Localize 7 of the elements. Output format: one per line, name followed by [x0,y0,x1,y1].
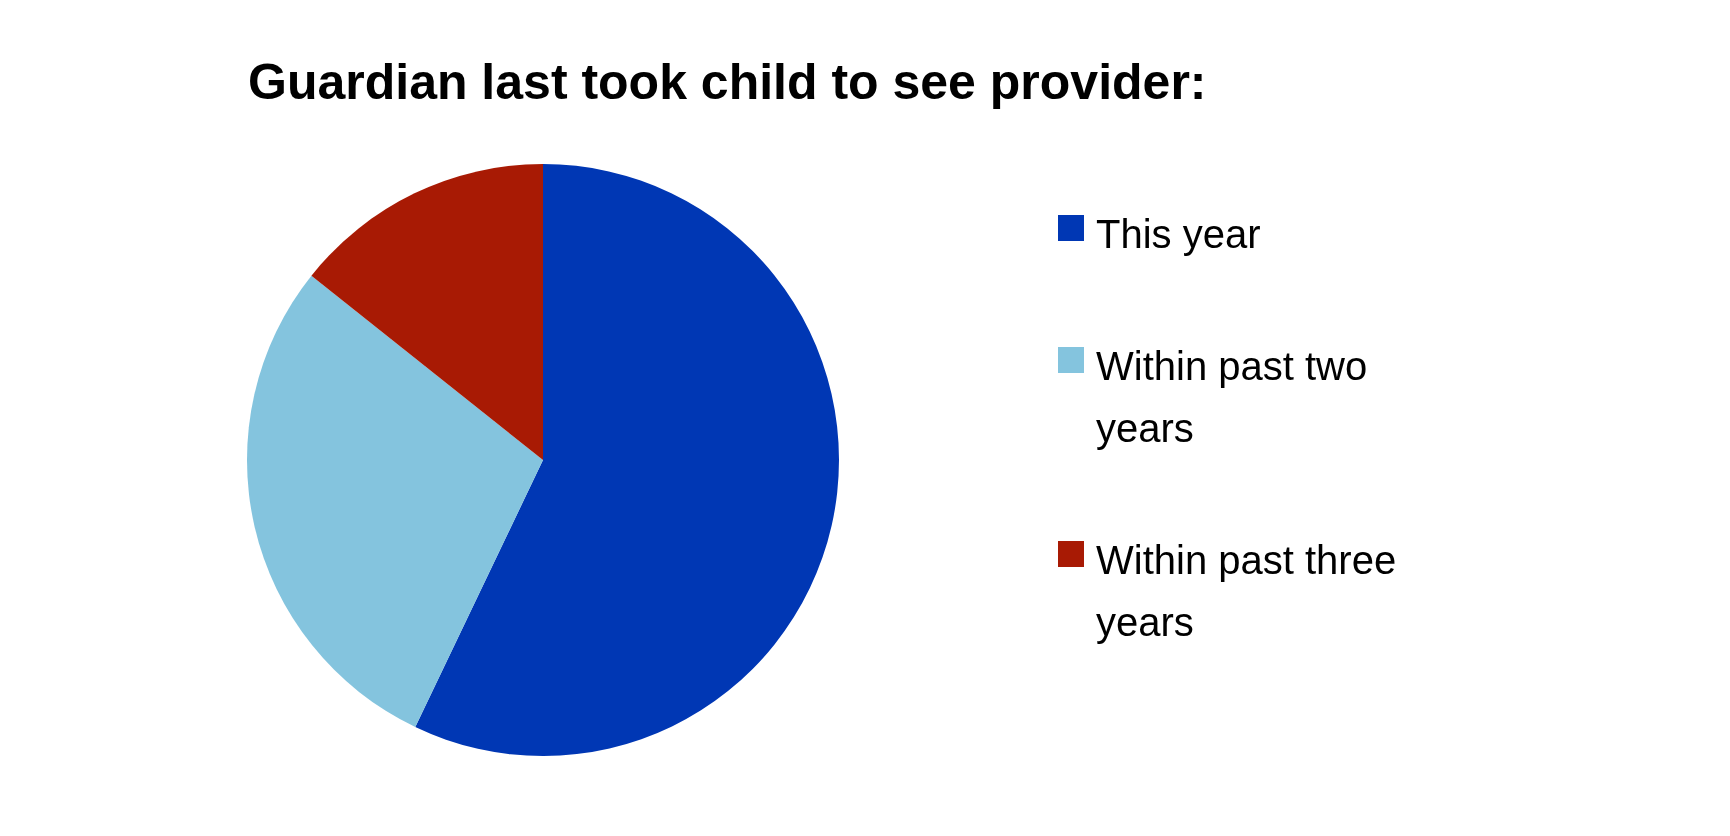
legend-label: Within past two years [1096,343,1369,452]
pie-slice [415,164,839,756]
chart-title: Guardian last took child to see provider: [248,53,1207,111]
pie-slice [247,275,543,728]
legend-label: This year [1096,211,1262,258]
legend-label: Within past three years [1096,537,1398,646]
pie-slice [311,164,543,460]
